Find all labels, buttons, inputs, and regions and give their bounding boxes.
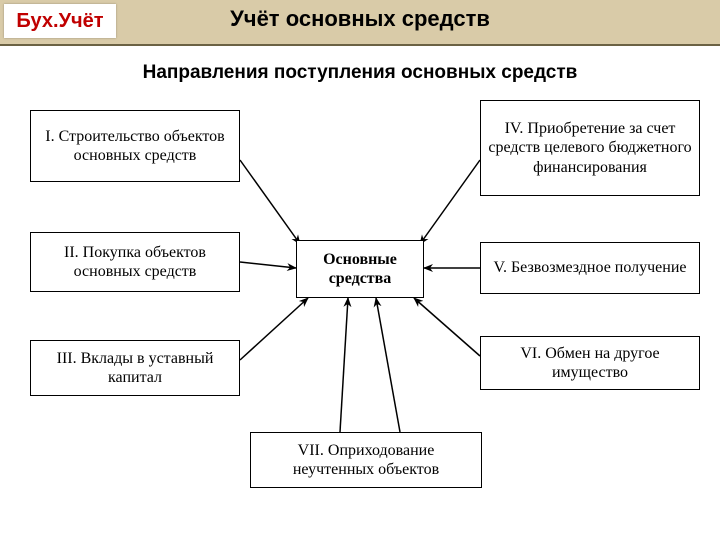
node-label: VII. Оприходование неучтенных объектов	[257, 441, 475, 479]
outer-node-n6: VI. Обмен на другое имущество	[480, 336, 700, 390]
outer-node-n5: V. Безвозмездное получение	[480, 242, 700, 294]
node-label: IV. Приобретение за счет средств целевог…	[487, 119, 693, 177]
edge-arrow	[240, 262, 296, 268]
edge-arrow	[340, 298, 348, 432]
edge-arrow	[240, 160, 300, 244]
diagram-canvas: Основные средства I. Строительство объект…	[0, 0, 720, 540]
outer-node-n7: VII. Оприходование неучтенных объектов	[250, 432, 482, 488]
edge-arrow	[240, 298, 308, 360]
edge-arrow	[420, 160, 480, 244]
node-label: II. Покупка объектов основных средств	[37, 243, 233, 281]
node-label: V. Безвозмездное получение	[494, 258, 687, 277]
outer-node-n3: III. Вклады в уставный капитал	[30, 340, 240, 396]
node-label: III. Вклады в уставный капитал	[37, 349, 233, 387]
node-label: Основные средства	[303, 250, 417, 288]
outer-node-n2: II. Покупка объектов основных средств	[30, 232, 240, 292]
outer-node-n4: IV. Приобретение за счет средств целевог…	[480, 100, 700, 196]
node-label: I. Строительство объектов основных средс…	[37, 127, 233, 165]
node-label: VI. Обмен на другое имущество	[487, 344, 693, 382]
edge-arrow	[414, 298, 480, 356]
outer-node-n1: I. Строительство объектов основных средс…	[30, 110, 240, 182]
center-node: Основные средства	[296, 240, 424, 298]
edge-arrow	[376, 298, 400, 432]
